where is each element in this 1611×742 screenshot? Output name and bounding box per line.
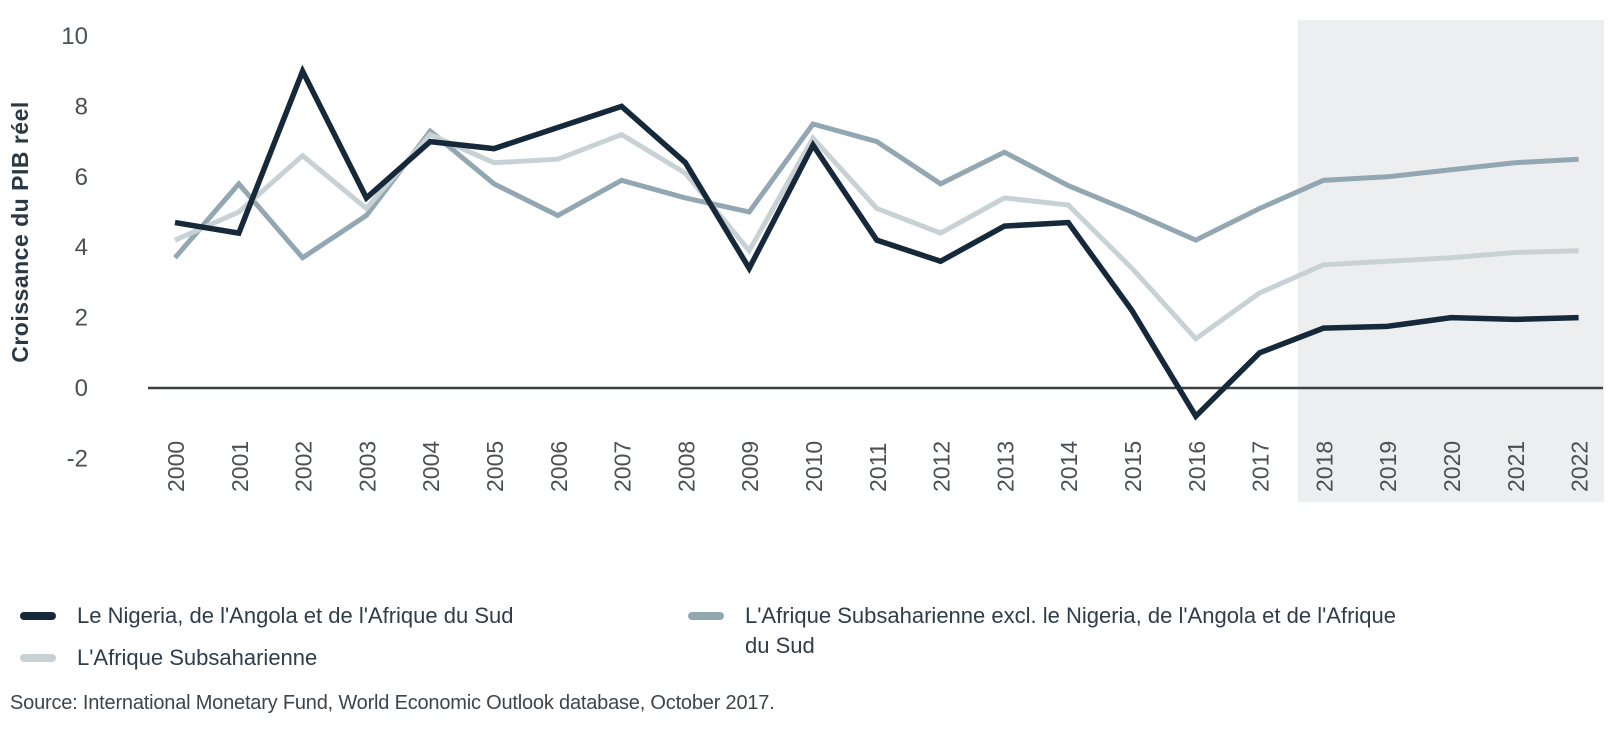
x-tick-label-2008: 2008 [673, 441, 699, 492]
y-tick-label: 8 [75, 93, 88, 120]
legend-item-afrique-subsaharienne: L'Afrique Subsaharienne [20, 643, 688, 673]
x-tick-label-2007: 2007 [610, 441, 636, 492]
series-line-0 [174, 64, 1579, 421]
gdp-growth-chart: 10 8 6 4 2 0 -2 Croissance du PIB réel 2000 2001 2… [7, 20, 1605, 502]
x-tick-label-2014: 2014 [1056, 441, 1082, 492]
x-tick-label-2021: 2021 [1503, 441, 1529, 492]
legend-swatch-blue-gray [688, 612, 724, 620]
x-tick-label-2010: 2010 [801, 441, 827, 492]
x-tick-label-2003: 2003 [354, 441, 380, 492]
y-tick-label: 0 [75, 375, 88, 402]
legend-swatch-navy [20, 612, 56, 620]
x-tick-label-2015: 2015 [1120, 441, 1146, 492]
source-note: Source: International Monetary Fund, Wor… [10, 692, 775, 714]
y-tick-label: -2 [67, 445, 88, 472]
legend-item-nigeria-angola-south-africa: Le Nigeria, de l'Angola et de l'Afrique … [20, 601, 688, 631]
y-tick-label: 4 [75, 234, 88, 261]
x-tick-label-2017: 2017 [1248, 441, 1274, 492]
y-tick-label: 2 [75, 305, 88, 332]
x-tick-label-2000: 2000 [163, 441, 189, 492]
legend-right-column: L'Afrique Subsaharienne excl. le Nigeria… [688, 601, 1400, 673]
legend-label-afrique-subsaharienne-excl: L'Afrique Subsaharienne excl. le Nigeria… [745, 603, 1396, 658]
legend-item-afrique-subsaharienne-excl: L'Afrique Subsaharienne excl. le Nigeria… [688, 601, 1400, 661]
legend-label-nigeria-angola-south-africa: Le Nigeria, de l'Angola et de l'Afrique … [77, 603, 514, 628]
y-tick-label: 10 [61, 23, 88, 50]
x-tick-label-2013: 2013 [992, 441, 1018, 492]
x-tick-label-2011: 2011 [865, 443, 891, 492]
x-tick-label-2016: 2016 [1184, 441, 1210, 492]
x-tick-label-2018: 2018 [1311, 441, 1337, 492]
x-tick-label-2002: 2002 [291, 441, 317, 492]
x-tick-label-2004: 2004 [418, 441, 444, 492]
x-tick-label-2009: 2009 [737, 441, 763, 492]
legend-left-column: Le Nigeria, de l'Angola et de l'Afrique … [20, 601, 688, 685]
x-tick-label-2001: 2001 [227, 441, 253, 492]
x-tick-label-2006: 2006 [546, 441, 572, 492]
y-tick-label: 6 [75, 164, 88, 191]
x-tick-label-2022: 2022 [1567, 441, 1593, 492]
legend-swatch-light-gray [20, 654, 56, 662]
legend-label-afrique-subsaharienne: L'Afrique Subsaharienne [77, 645, 318, 670]
chart-legend: Le Nigeria, de l'Angola et de l'Afrique … [20, 601, 1595, 685]
forecast-band [1297, 20, 1605, 502]
x-tick-label-2020: 2020 [1439, 441, 1465, 492]
x-tick-label-2019: 2019 [1375, 441, 1401, 492]
y-axis-title: Croissance du PIB réel [7, 101, 33, 363]
x-tick-label-2005: 2005 [482, 441, 508, 492]
x-tick-label-2012: 2012 [929, 441, 955, 492]
